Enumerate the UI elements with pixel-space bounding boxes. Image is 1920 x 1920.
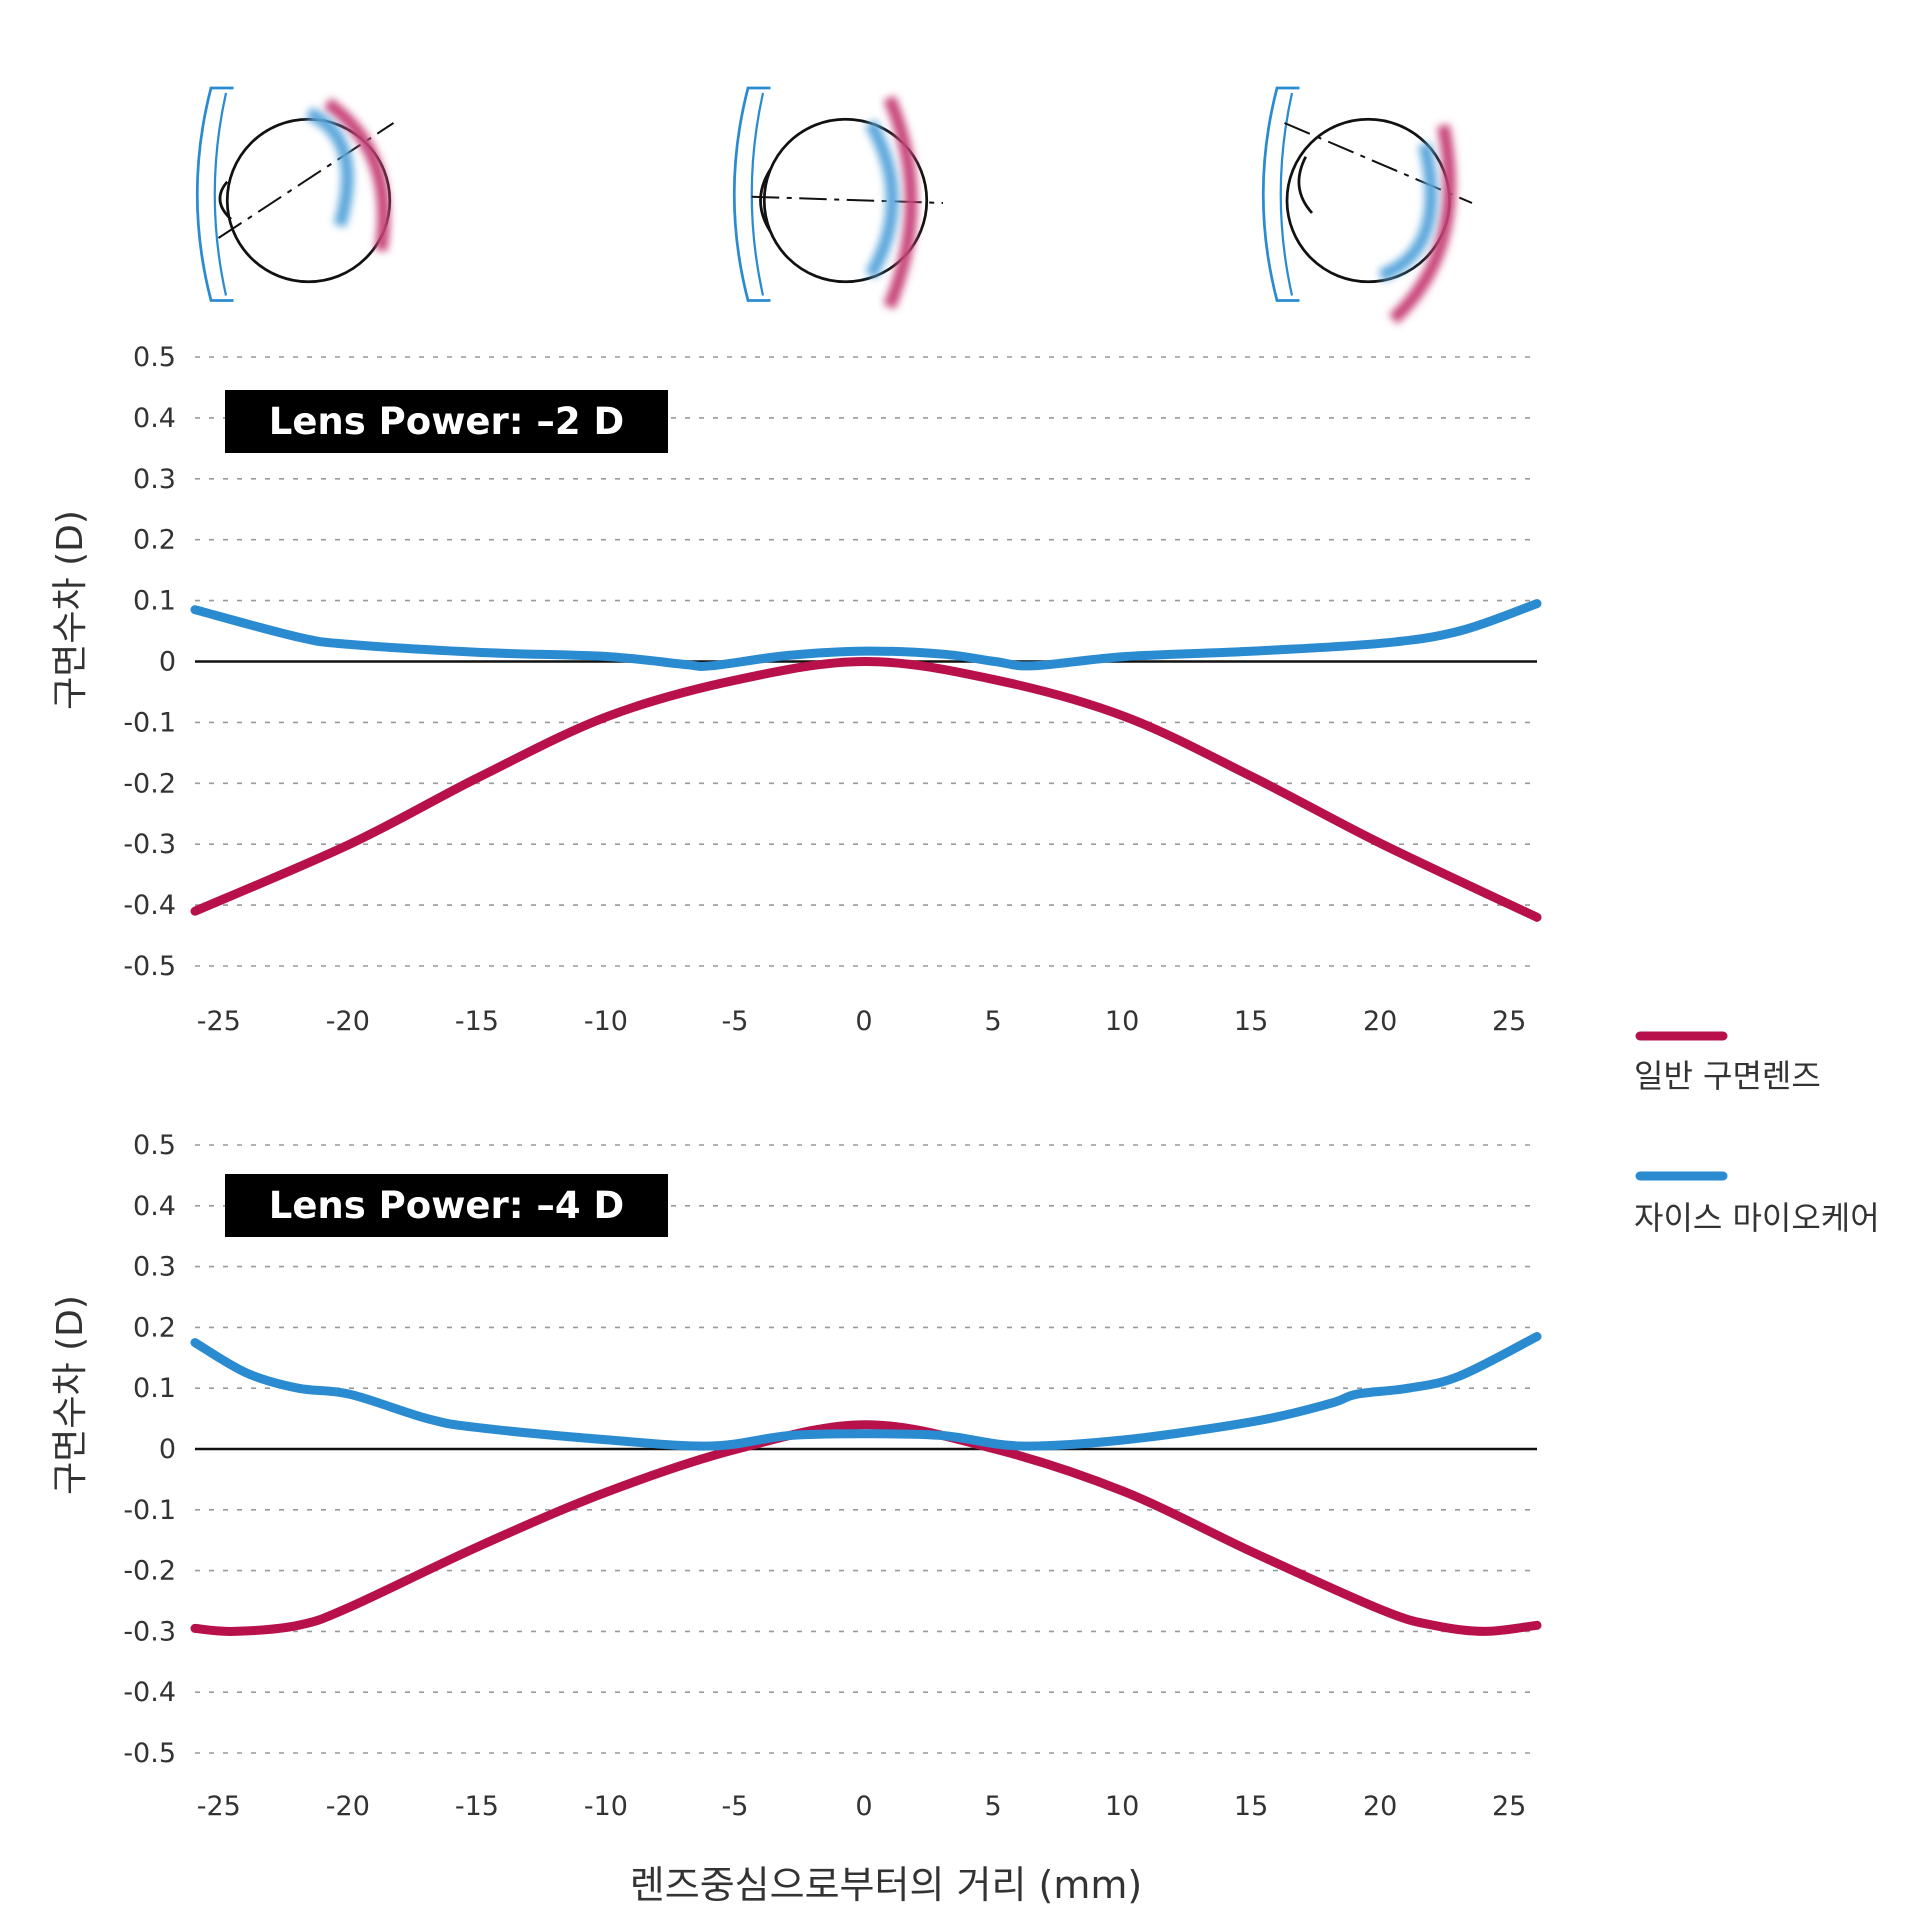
y-tick-label: 0 bbox=[159, 1434, 176, 1465]
x-tick-labels: -25 -20 -15 -10 -5 0 5 10 15 20 25 bbox=[197, 1006, 1527, 1037]
y-tick-label: -0.2 bbox=[123, 768, 176, 799]
x-tick-label: 5 bbox=[984, 1006, 1001, 1037]
legend-label-myocare: 자이스 마이오케어 bbox=[1634, 1199, 1880, 1237]
y-tick-label: -0.5 bbox=[123, 1738, 176, 1769]
x-tick-label: -15 bbox=[455, 1791, 499, 1822]
y-tick-label: 0.4 bbox=[133, 1191, 176, 1222]
legend-label-standard: 일반 구면렌즈 bbox=[1634, 1057, 1821, 1095]
x-tick-label: 15 bbox=[1234, 1791, 1268, 1822]
y-tick-labels: 0.5 0.4 0.3 0.2 0.1 0 -0.1 -0.2 -0.3 -0.4 -0.5 bbox=[123, 342, 176, 982]
eye-diagram-center bbox=[732, 86, 944, 310]
chart-title: Lens Power: –2 D bbox=[269, 400, 625, 443]
x-tick-label: 0 bbox=[855, 1791, 872, 1822]
x-tick-label: -20 bbox=[326, 1006, 370, 1037]
y-tick-label: -0.2 bbox=[123, 1556, 176, 1587]
chart-title-box bbox=[225, 390, 668, 453]
x-tick-label: -10 bbox=[584, 1006, 628, 1037]
y-tick-label: 0.4 bbox=[133, 403, 176, 434]
chart-panel-top: 0.5 0.4 0.3 0.2 0.1 0 -0.1 -0.2 -0.3 -0.4 -0.5 -25… bbox=[50, 342, 1542, 1037]
y-tick-labels: 0.5 0.4 0.3 0.2 0.1 0 -0.1 -0.2 -0.3 -0.4 -0.5 bbox=[123, 1130, 176, 1769]
x-axis-label: 렌즈중심으로부터의 거리 (mm) bbox=[630, 1863, 1142, 1907]
y-tick-label: -0.3 bbox=[123, 1616, 176, 1647]
x-tick-label: 25 bbox=[1492, 1006, 1526, 1037]
y-tick-label: 0.3 bbox=[133, 464, 176, 495]
y-tick-label: -0.4 bbox=[123, 890, 176, 921]
x-tick-labels: -25 -20 -15 -10 -5 0 5 10 15 20 25 bbox=[197, 1791, 1527, 1822]
x-tick-label: 25 bbox=[1492, 1791, 1526, 1822]
grid-lines bbox=[195, 1144, 1537, 1754]
x-tick-label: -25 bbox=[197, 1006, 241, 1037]
y-tick-label: 0 bbox=[159, 647, 176, 678]
x-tick-label: -5 bbox=[722, 1791, 749, 1822]
x-tick-label: 15 bbox=[1234, 1006, 1268, 1037]
x-tick-label: 10 bbox=[1105, 1791, 1139, 1822]
series-lines bbox=[190, 599, 1542, 922]
series-lines bbox=[190, 1332, 1542, 1636]
series-line-myocare bbox=[190, 1332, 1542, 1451]
y-tick-label: 0.2 bbox=[133, 1312, 176, 1343]
chart-panel-bottom: 0.5 0.4 0.3 0.2 0.1 0 -0.1 -0.2 -0.3 -0.4 -0.5 -25… bbox=[50, 1130, 1542, 1822]
y-tick-label: 0.1 bbox=[133, 586, 176, 617]
y-tick-label: -0.5 bbox=[123, 951, 176, 982]
eye-diagram-right bbox=[1261, 86, 1473, 324]
x-tick-label: 20 bbox=[1363, 1791, 1397, 1822]
x-tick-label: 10 bbox=[1105, 1006, 1139, 1037]
chart-title-box bbox=[225, 1174, 668, 1237]
y-tick-label: -0.1 bbox=[123, 707, 176, 738]
x-tick-label: 0 bbox=[855, 1006, 872, 1037]
chart-title: Lens Power: –4 D bbox=[269, 1184, 625, 1227]
eye-diagram-left bbox=[195, 86, 395, 302]
y-tick-label: 0.3 bbox=[133, 1252, 176, 1283]
x-tick-label: -15 bbox=[455, 1006, 499, 1037]
series-line-standard bbox=[190, 1420, 1542, 1636]
y-tick-label: -0.4 bbox=[123, 1677, 176, 1708]
y-tick-label: -0.3 bbox=[123, 829, 176, 860]
y-tick-label: 0.1 bbox=[133, 1373, 176, 1404]
series-line-standard bbox=[190, 657, 1542, 922]
y-tick-label: 0.5 bbox=[133, 342, 176, 373]
x-tick-label: -5 bbox=[722, 1006, 749, 1037]
y-tick-label: 0.2 bbox=[133, 525, 176, 556]
y-axis-label: 구면수차 (D) bbox=[50, 1295, 91, 1495]
y-tick-label: -0.1 bbox=[123, 1495, 176, 1526]
y-axis-label: 구면수차 (D) bbox=[50, 510, 91, 710]
x-tick-label: -10 bbox=[584, 1791, 628, 1822]
series-line-myocare bbox=[190, 599, 1542, 671]
x-tick-label: 20 bbox=[1363, 1006, 1397, 1037]
y-tick-label: 0.5 bbox=[133, 1130, 176, 1161]
x-tick-label: -25 bbox=[197, 1791, 241, 1822]
legend: 일반 구면렌즈 자이스 마이오케어 bbox=[1634, 1031, 1880, 1237]
x-tick-label: -20 bbox=[326, 1791, 370, 1822]
x-tick-label: 5 bbox=[984, 1791, 1001, 1822]
